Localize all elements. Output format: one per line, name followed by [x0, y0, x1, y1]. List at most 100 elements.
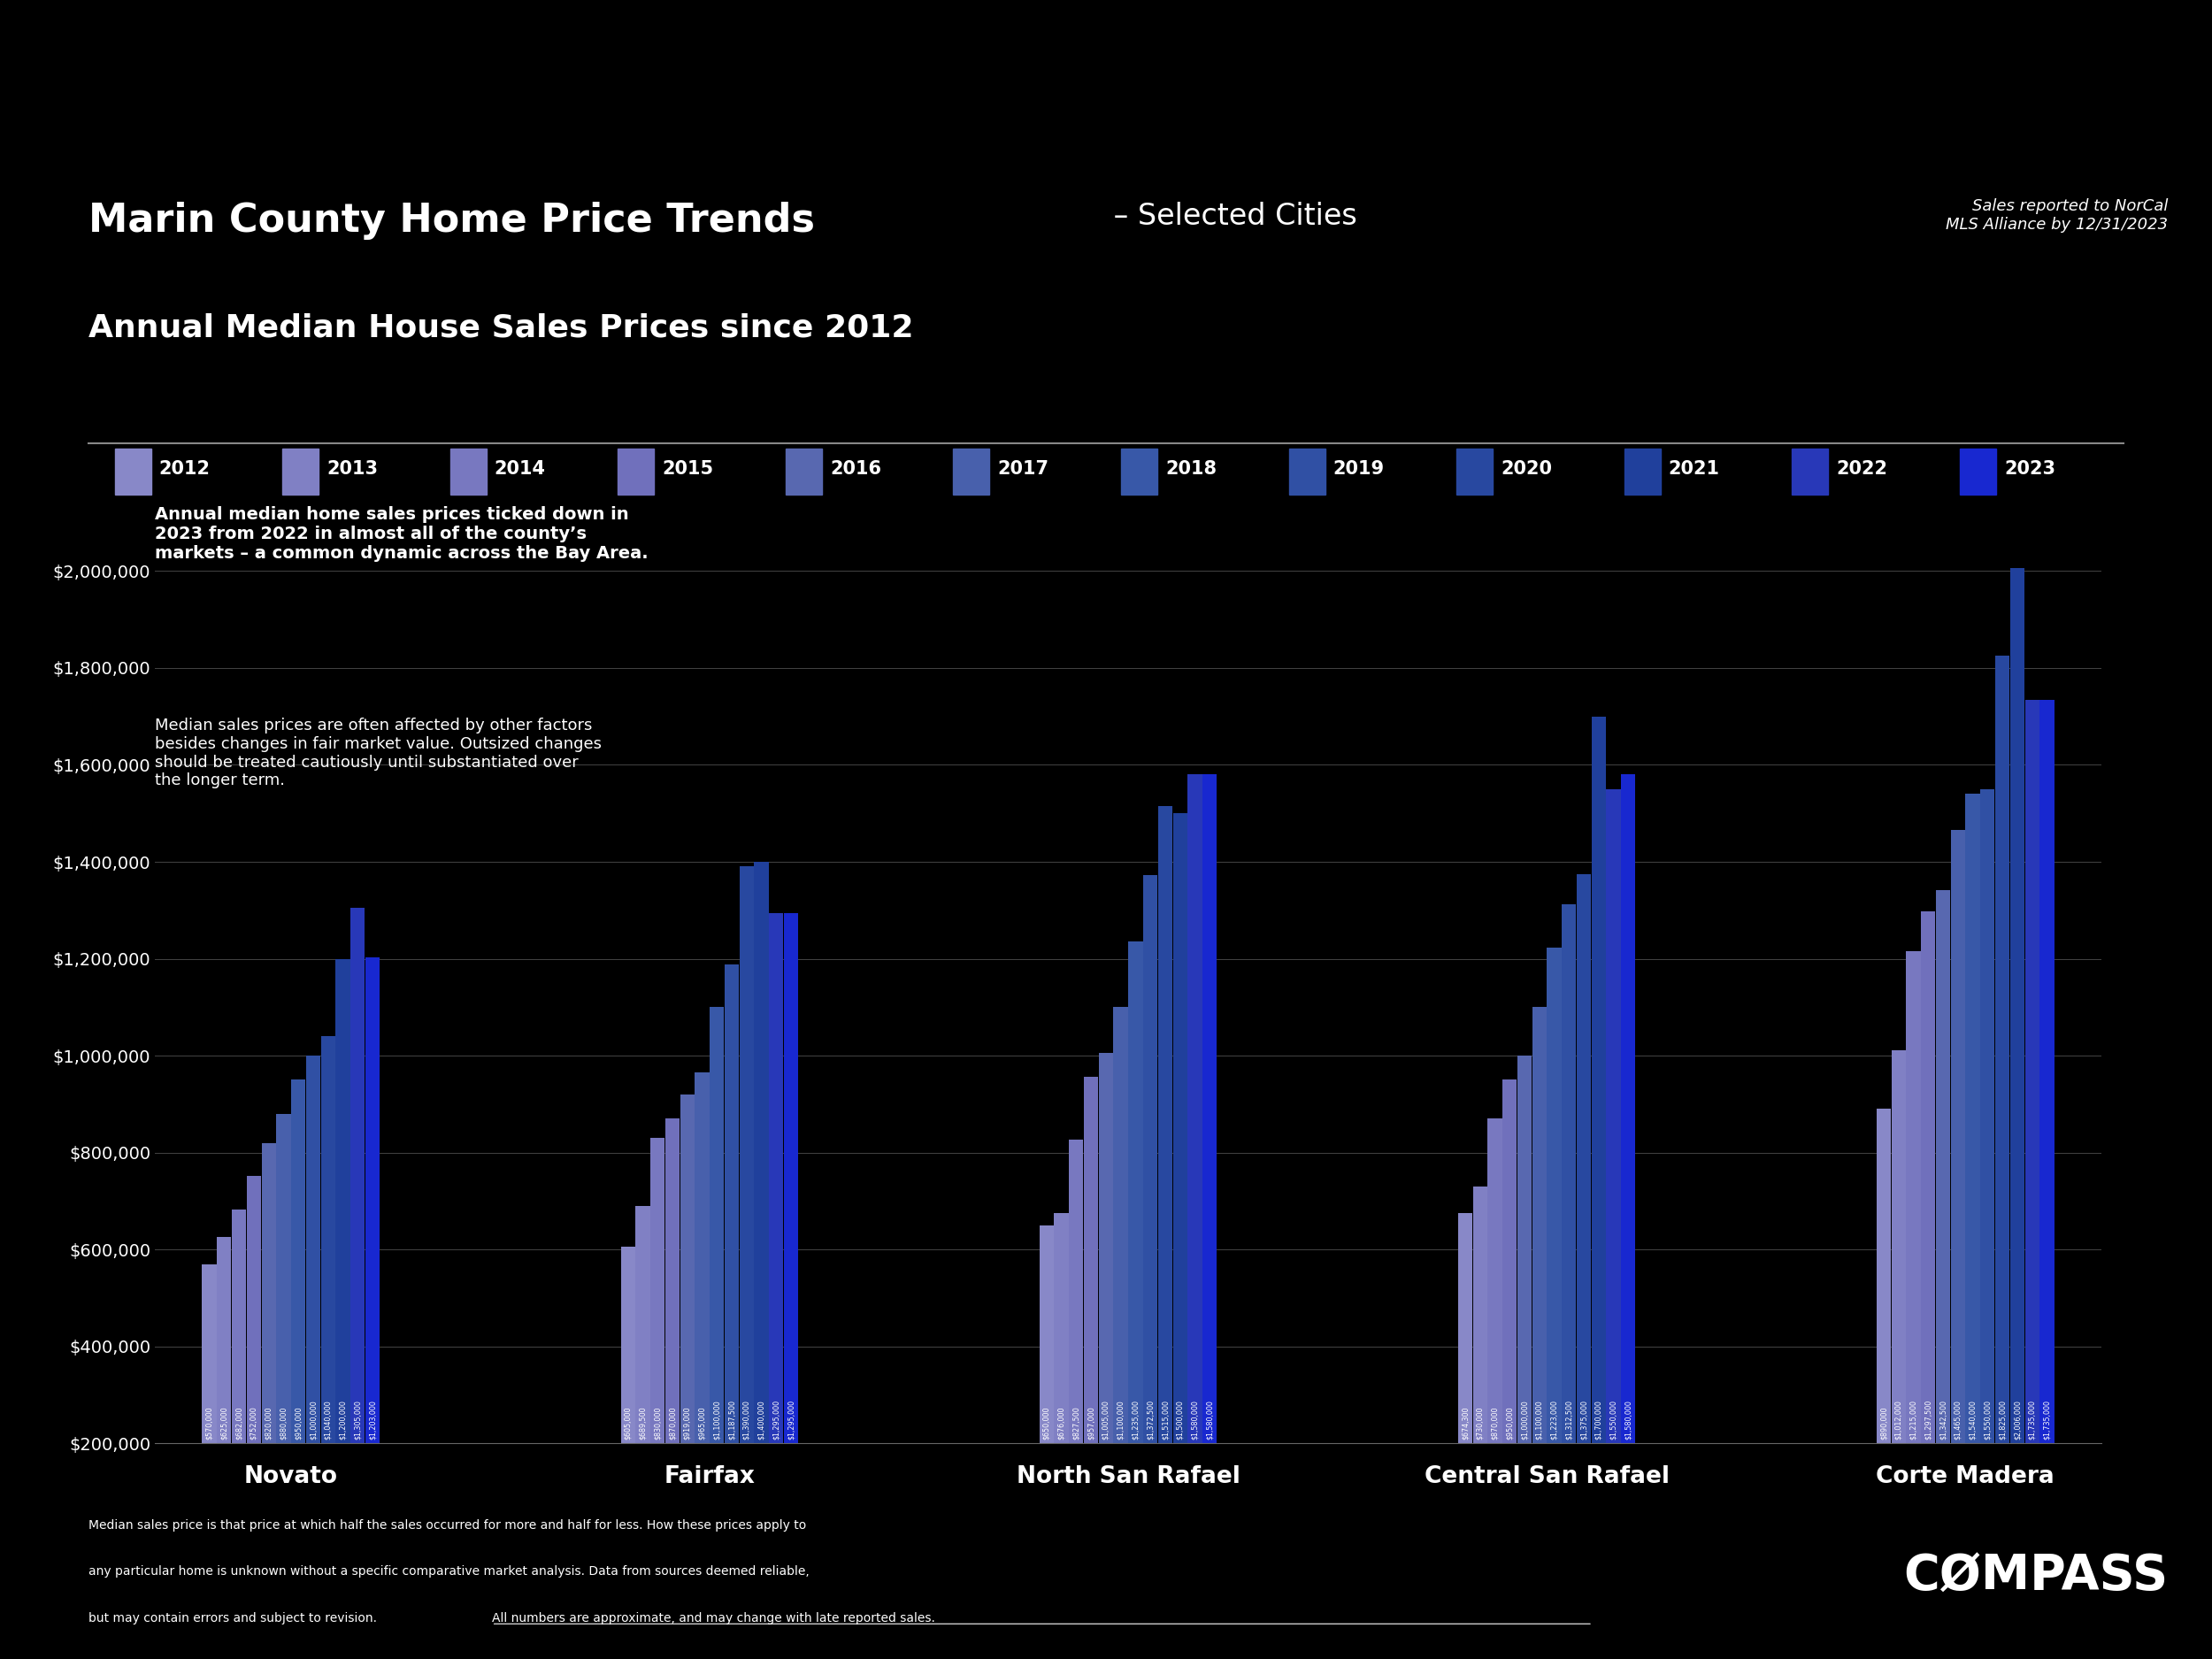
Text: $820,000: $820,000 [265, 1407, 272, 1440]
Bar [1455, 448, 1493, 494]
Text: Median sales price is that price at which half the sales occurred for more and h: Median sales price is that price at whic… [88, 1520, 805, 1531]
Text: $650,000: $650,000 [1042, 1407, 1051, 1440]
Bar [1546, 947, 1562, 1443]
Bar [1590, 717, 1606, 1443]
Text: $950,000: $950,000 [1506, 1407, 1513, 1440]
Bar [617, 448, 655, 494]
Bar [1533, 1007, 1546, 1443]
Text: Sales reported to NorCal
MLS Alliance by 12/31/2023: Sales reported to NorCal MLS Alliance by… [1947, 199, 2168, 232]
Text: $830,000: $830,000 [653, 1407, 661, 1440]
Text: $1,297,500: $1,297,500 [1924, 1400, 1933, 1440]
Bar [1188, 775, 1201, 1443]
Text: 2014: 2014 [495, 461, 546, 478]
Text: $965,000: $965,000 [699, 1407, 706, 1440]
Text: 2015: 2015 [661, 461, 714, 478]
Bar [650, 1138, 666, 1443]
Text: $1,580,000: $1,580,000 [1624, 1400, 1632, 1440]
Text: $1,187,500: $1,187,500 [728, 1400, 737, 1440]
Text: $950,000: $950,000 [294, 1407, 303, 1440]
Bar [1920, 911, 1936, 1443]
Bar [1458, 1213, 1473, 1443]
Bar [710, 1007, 723, 1443]
Bar [1562, 904, 1577, 1443]
Bar [1489, 1118, 1502, 1443]
Text: $1,735,000: $1,735,000 [2028, 1400, 2035, 1440]
Text: $1,465,000: $1,465,000 [1953, 1400, 1962, 1440]
Text: 2013: 2013 [327, 461, 378, 478]
Bar [1876, 1108, 1891, 1443]
Bar [953, 448, 989, 494]
Text: $1,375,000: $1,375,000 [1579, 1400, 1588, 1440]
Text: $1,100,000: $1,100,000 [712, 1400, 721, 1440]
Text: – Selected Cities: – Selected Cities [1104, 201, 1358, 231]
Text: $682,000: $682,000 [234, 1407, 243, 1440]
Bar [1099, 1053, 1113, 1443]
Bar [201, 1264, 217, 1443]
Text: 2022: 2022 [1836, 461, 1887, 478]
Bar [1113, 1007, 1128, 1443]
Text: $1,580,000: $1,580,000 [1190, 1400, 1199, 1440]
Bar [1936, 889, 1951, 1443]
Bar [276, 1113, 290, 1443]
Text: $870,000: $870,000 [1491, 1407, 1500, 1440]
Text: $730,000: $730,000 [1475, 1407, 1484, 1440]
Text: $1,215,000: $1,215,000 [1909, 1400, 1918, 1440]
Bar [115, 448, 150, 494]
Text: 2019: 2019 [1334, 461, 1385, 478]
Text: $2,006,000: $2,006,000 [2013, 1400, 2022, 1440]
Text: $1,295,000: $1,295,000 [772, 1400, 781, 1440]
Text: CØMPASS: CØMPASS [1902, 1553, 2168, 1599]
Bar [261, 1143, 276, 1443]
Text: $919,000: $919,000 [684, 1407, 690, 1440]
Bar [449, 448, 487, 494]
Bar [1172, 813, 1188, 1443]
Bar [1473, 1186, 1486, 1443]
Text: $870,000: $870,000 [668, 1407, 677, 1440]
Text: $674,300: $674,300 [1462, 1407, 1469, 1440]
Text: $1,500,000: $1,500,000 [1177, 1400, 1183, 1440]
Bar [1980, 790, 1995, 1443]
Text: Annual Median House Sales Prices since 2012: Annual Median House Sales Prices since 2… [88, 314, 914, 343]
Bar [1966, 795, 1980, 1443]
Text: $1,372,500: $1,372,500 [1146, 1400, 1155, 1440]
Bar [622, 1248, 635, 1443]
Bar [1290, 448, 1325, 494]
Bar [783, 912, 799, 1443]
Bar [1203, 775, 1217, 1443]
Text: $957,000: $957,000 [1086, 1407, 1095, 1440]
Text: $1,825,000: $1,825,000 [1997, 1400, 2006, 1440]
Text: $1,735,000: $1,735,000 [2044, 1400, 2051, 1440]
Bar [217, 1238, 232, 1443]
Bar [726, 966, 739, 1443]
Text: $1,580,000: $1,580,000 [1206, 1400, 1214, 1440]
Bar [785, 448, 823, 494]
Text: $625,000: $625,000 [221, 1407, 228, 1440]
Text: 2012: 2012 [159, 461, 210, 478]
Text: $752,000: $752,000 [250, 1407, 259, 1440]
Bar [1055, 1213, 1068, 1443]
Text: $1,550,000: $1,550,000 [1610, 1400, 1617, 1440]
Bar [770, 912, 783, 1443]
Bar [1907, 952, 1920, 1443]
Bar [1084, 1077, 1097, 1443]
Bar [2011, 567, 2024, 1443]
Text: $827,500: $827,500 [1073, 1407, 1079, 1440]
Text: $1,390,000: $1,390,000 [743, 1400, 750, 1440]
Text: $1,295,000: $1,295,000 [787, 1400, 794, 1440]
Bar [1517, 1055, 1531, 1443]
Text: $1,040,000: $1,040,000 [323, 1400, 332, 1440]
Text: $1,515,000: $1,515,000 [1161, 1400, 1170, 1440]
Bar [292, 1080, 305, 1443]
Bar [349, 907, 365, 1443]
Text: any particular home is unknown without a specific comparative market analysis. D: any particular home is unknown without a… [88, 1566, 810, 1578]
Text: $570,000: $570,000 [206, 1407, 212, 1440]
Text: $1,700,000: $1,700,000 [1595, 1400, 1604, 1440]
Bar [1121, 448, 1157, 494]
Bar [695, 1073, 710, 1443]
Bar [1040, 1226, 1053, 1443]
Bar [365, 957, 380, 1443]
Bar [1159, 806, 1172, 1443]
Text: $689,500: $689,500 [639, 1407, 646, 1440]
Bar [1606, 790, 1621, 1443]
Text: $1,342,500: $1,342,500 [1940, 1400, 1947, 1440]
